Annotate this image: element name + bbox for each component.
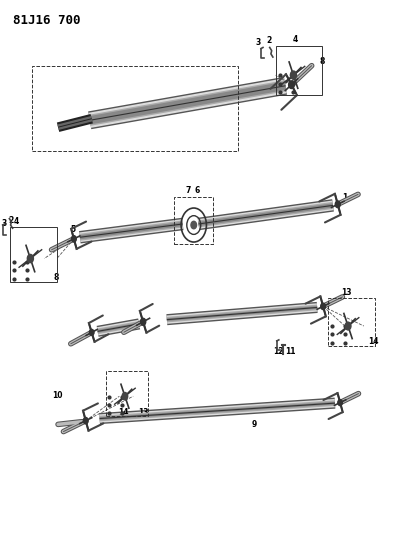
- Circle shape: [345, 322, 351, 330]
- Circle shape: [71, 236, 76, 242]
- Text: 13: 13: [341, 288, 352, 297]
- Circle shape: [338, 400, 342, 406]
- Text: 5: 5: [71, 225, 76, 234]
- Bar: [106, 370, 148, 416]
- Text: 14: 14: [368, 337, 379, 346]
- Circle shape: [122, 392, 128, 400]
- Text: 12: 12: [273, 348, 284, 357]
- Circle shape: [141, 318, 146, 325]
- Text: 81J16 700: 81J16 700: [13, 14, 80, 27]
- Text: 2: 2: [266, 36, 272, 45]
- Text: 13: 13: [139, 408, 149, 417]
- Bar: [276, 46, 322, 95]
- Bar: [174, 197, 213, 244]
- Text: 8: 8: [319, 56, 325, 66]
- Text: 6: 6: [194, 186, 200, 195]
- Bar: [32, 66, 238, 151]
- Bar: [10, 227, 57, 282]
- Text: 3: 3: [256, 38, 261, 47]
- Text: 3: 3: [2, 219, 7, 228]
- Text: 10: 10: [52, 391, 62, 400]
- Circle shape: [321, 303, 326, 310]
- Text: 8: 8: [54, 273, 59, 282]
- Bar: [328, 298, 375, 346]
- Text: 14: 14: [118, 408, 129, 417]
- Text: 4: 4: [13, 216, 19, 225]
- Text: 7: 7: [186, 186, 191, 195]
- Circle shape: [89, 329, 94, 335]
- Circle shape: [290, 71, 297, 79]
- Text: 1: 1: [342, 192, 347, 201]
- Text: 9: 9: [251, 419, 256, 429]
- Text: 11: 11: [285, 348, 295, 357]
- Circle shape: [191, 221, 197, 229]
- Text: 4: 4: [293, 35, 298, 44]
- Circle shape: [27, 254, 33, 263]
- Circle shape: [83, 417, 88, 424]
- Circle shape: [335, 201, 340, 208]
- Circle shape: [289, 81, 294, 88]
- Text: 2: 2: [9, 216, 14, 225]
